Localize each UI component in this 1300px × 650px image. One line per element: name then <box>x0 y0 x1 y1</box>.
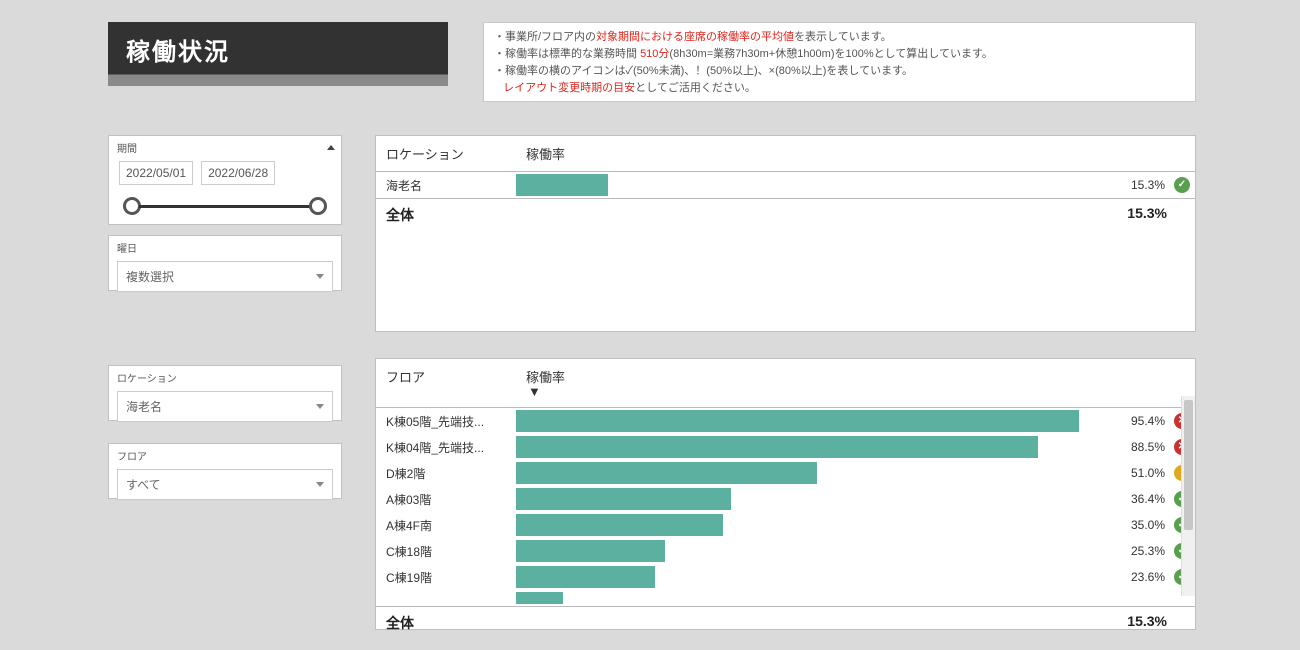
weekday-value: 複数選択 <box>126 268 174 285</box>
floor-chart: フロア 稼働率 ▼ K棟05階_先端技... 95.4% ✕ K棟04階_先端技… <box>375 358 1196 630</box>
floor-chart-col1: フロア <box>376 359 516 407</box>
row-value: 15.3% <box>1113 178 1169 192</box>
row-value: 23.6% <box>1113 570 1169 584</box>
chart-row[interactable]: D棟2階 51.0% ! <box>376 460 1195 486</box>
floor-total-label: 全体 <box>376 607 516 639</box>
info-description: ・事業所/フロア内の対象期間における座席の稼働率の平均値を表示しています。 ・稼… <box>483 22 1196 102</box>
floor-value: すべて <box>126 476 161 493</box>
info-line4-red: レイアウト変更時期の目安 <box>503 82 635 94</box>
bar <box>516 436 1038 458</box>
bar <box>516 488 731 510</box>
bar <box>516 462 817 484</box>
info-line1-red: 対象期間における座席の稼働率の平均値 <box>596 31 794 43</box>
period-filter-panel: 期間 2022/05/01 2022/06/28 <box>108 135 342 225</box>
row-label: D棟2階 <box>376 465 516 482</box>
row-value: 35.0% <box>1113 518 1169 532</box>
floor-chart-scrollbar[interactable] <box>1181 396 1195 596</box>
row-value: 51.0% <box>1113 466 1169 480</box>
location-chart-col2[interactable]: 稼働率 <box>516 136 1195 171</box>
chevron-down-icon <box>316 404 324 409</box>
row-value: 88.5% <box>1113 440 1169 454</box>
row-value: 36.4% <box>1113 492 1169 506</box>
info-line2-pre: ・稼働率は標準的な業務時間 <box>494 48 640 60</box>
location-filter-panel: ロケーション 海老名 <box>108 365 342 421</box>
row-label: 海老名 <box>376 177 516 194</box>
floor-select[interactable]: すべて <box>117 469 333 500</box>
chart-row[interactable]: 海老名 15.3% ✓ <box>376 172 1195 198</box>
chevron-up-icon <box>327 145 335 150</box>
bar <box>516 514 723 536</box>
check-icon: ✓ <box>1174 177 1190 193</box>
location-total-value: 15.3% <box>1113 199 1195 231</box>
row-value: 25.3% <box>1113 544 1169 558</box>
bar <box>516 592 563 604</box>
info-line4-post: としてご活用ください。 <box>635 82 756 94</box>
chart-row[interactable]: K棟04階_先端技... 88.5% ✕ <box>376 434 1195 460</box>
row-label: C棟19階 <box>376 569 516 586</box>
info-line1-post: を表示しています。 <box>794 31 892 43</box>
bar <box>516 540 665 562</box>
period-label: 期間 <box>117 140 137 155</box>
sort-desc-icon: ▼ <box>528 384 1185 399</box>
row-label: A棟4F南 <box>376 517 516 534</box>
chart-row[interactable]: K棟05階_先端技... 95.4% ✕ <box>376 408 1195 434</box>
info-line2-red: 510分 <box>640 48 669 60</box>
info-line1-pre: ・事業所/フロア内の <box>494 31 596 43</box>
floor-label: フロア <box>109 444 341 465</box>
bar <box>516 174 608 196</box>
period-header[interactable]: 期間 <box>109 136 341 157</box>
bar <box>516 566 655 588</box>
slider-handle-end[interactable] <box>309 197 327 215</box>
location-total-label: 全体 <box>376 199 516 231</box>
floor-total-value: 15.3% <box>1113 607 1195 639</box>
date-start-input[interactable]: 2022/05/01 <box>119 161 193 185</box>
row-label: C棟18階 <box>376 543 516 560</box>
chevron-down-icon <box>316 482 324 487</box>
bar <box>516 410 1079 432</box>
info-line2-post: (8h30m=業務7h30m+休憩1h00m)を100%として算出しています。 <box>669 48 992 60</box>
location-value: 海老名 <box>126 398 162 415</box>
chevron-down-icon <box>316 274 324 279</box>
row-label: A棟03階 <box>376 491 516 508</box>
row-value: 95.4% <box>1113 414 1169 428</box>
row-label: K棟04階_先端技... <box>376 439 516 456</box>
floor-filter-panel: フロア すべて <box>108 443 342 499</box>
chart-row[interactable]: A棟4F南 35.0% ✓ <box>376 512 1195 538</box>
date-range-slider[interactable] <box>125 195 325 217</box>
chart-row[interactable]: C棟18階 25.3% ✓ <box>376 538 1195 564</box>
chart-row[interactable] <box>376 590 1195 606</box>
chart-row[interactable]: A棟03階 36.4% ✓ <box>376 486 1195 512</box>
location-label: ロケーション <box>109 366 341 387</box>
location-select[interactable]: 海老名 <box>117 391 333 422</box>
floor-chart-col2[interactable]: 稼働率 ▼ <box>516 359 1195 407</box>
weekday-filter-panel: 曜日 複数選択 <box>108 235 342 291</box>
page-title: 稼働状況 <box>108 22 448 86</box>
location-chart: ロケーション 稼働率 海老名 15.3% ✓ 全体 15.3% <box>375 135 1196 332</box>
date-end-input[interactable]: 2022/06/28 <box>201 161 275 185</box>
weekday-select[interactable]: 複数選択 <box>117 261 333 292</box>
location-chart-col1: ロケーション <box>376 136 516 171</box>
weekday-label: 曜日 <box>109 236 341 257</box>
floor-chart-col2-label: 稼働率 <box>526 370 565 385</box>
row-label: K棟05階_先端技... <box>376 413 516 430</box>
info-line3: ・稼働率の横のアイコンは✓(50%未満)、！(50%以上)、×(80%以上)を表… <box>494 63 1185 80</box>
